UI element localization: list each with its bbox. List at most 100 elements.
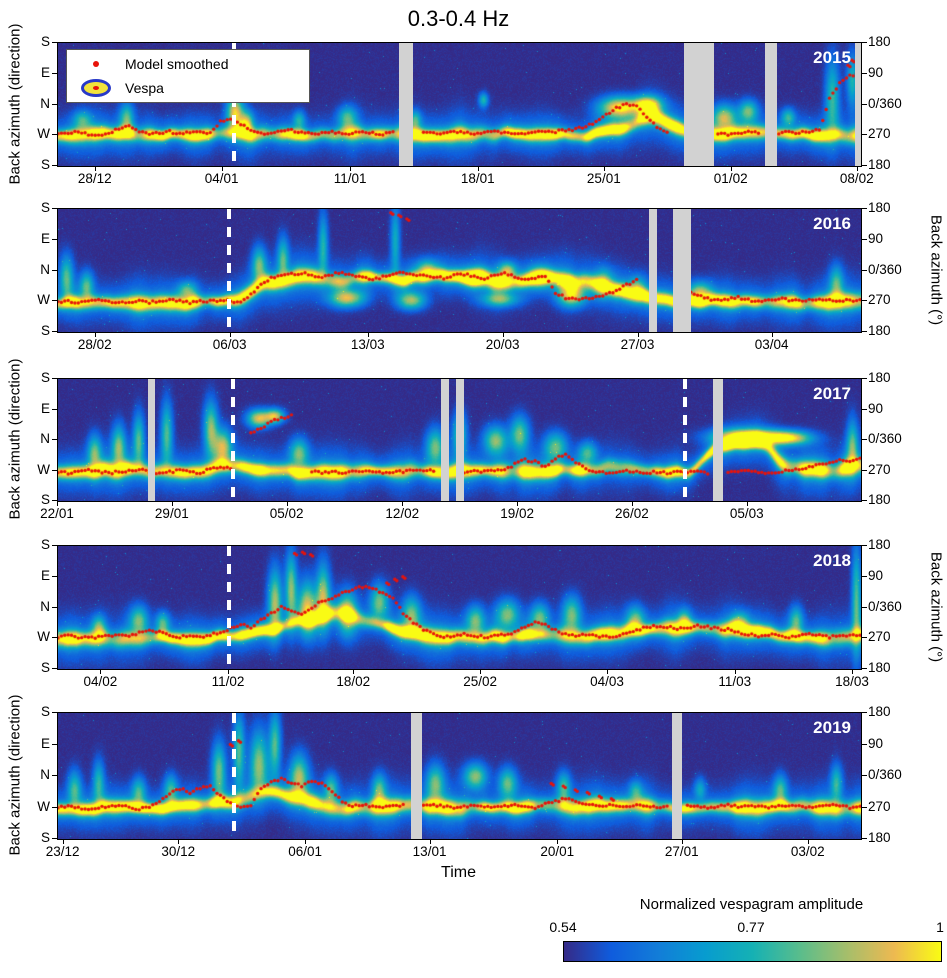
figure-title: 0.3-0.4 Hz	[407, 6, 510, 31]
tick-mark	[862, 208, 867, 209]
y-tick-label-left: N	[40, 95, 50, 111]
tick-mark	[52, 378, 57, 379]
y-tick-label-right: 270	[868, 629, 891, 645]
y-tick-label-right: 0/360	[868, 767, 902, 782]
y-tick-label-left: E	[40, 735, 50, 751]
tick-mark	[287, 502, 288, 506]
tick-mark	[862, 744, 867, 745]
y-tick-label-left: S	[40, 157, 50, 172]
tick-mark	[852, 670, 853, 674]
tick-mark	[52, 165, 57, 166]
y-tick-label-right: 180	[868, 34, 891, 49]
x-tick-label: 18/01	[460, 171, 495, 186]
tick-mark	[52, 607, 57, 608]
y-tick-label-left: S	[40, 323, 50, 338]
y-tick-label-left: S	[40, 370, 50, 385]
data-gap-bar	[673, 209, 691, 332]
tick-mark	[862, 42, 867, 43]
y-tick-label-left: S	[40, 492, 50, 507]
y-tick-label-right: 90	[868, 567, 884, 583]
x-tick-label: 30/12	[161, 844, 196, 859]
y-tick-label-right: 180	[868, 157, 891, 172]
y-tick-label-right: 180	[868, 704, 891, 719]
tick-mark	[862, 331, 867, 332]
tick-mark	[862, 775, 867, 776]
y-tick-label-left: W	[37, 629, 50, 645]
model-smoothed-dot-icon	[93, 61, 99, 67]
tick-mark	[222, 167, 223, 171]
y-tick-label-right: 90	[868, 735, 884, 751]
x-tick-label: 28/02	[77, 337, 112, 352]
tick-mark	[52, 712, 57, 713]
vespa-center-dot-icon	[93, 86, 99, 90]
tick-mark	[862, 545, 867, 546]
data-gap-bar	[398, 43, 413, 166]
data-gap-bar	[765, 43, 777, 166]
model-start-dashed-line	[227, 209, 232, 332]
tick-mark	[52, 331, 57, 332]
heatmap-canvas-2018	[58, 546, 861, 669]
tick-mark	[862, 409, 867, 410]
data-gap-bar	[147, 379, 155, 501]
y-tick-label-left: N	[40, 431, 50, 446]
tick-mark	[52, 239, 57, 240]
tick-mark	[402, 502, 403, 506]
legend-label-vespa: Vespa	[125, 80, 164, 96]
x-tick-label: 23/12	[45, 844, 80, 859]
x-tick-label: 04/02	[83, 674, 118, 689]
y-tick-label-left: S	[40, 830, 50, 845]
y-tick-label-left: N	[40, 261, 50, 277]
tick-mark	[772, 333, 773, 337]
x-tick-label: 28/12	[77, 171, 112, 186]
vespagram-panel-2019: 2019 S 180 E 90 N 0/360 W 270 S 180 23/12 30/12 06/01…	[0, 704, 947, 872]
colorbar-tick-min: 0.54	[549, 919, 577, 935]
x-tick-label: 26/02	[615, 506, 649, 521]
legend-icon-cell	[67, 61, 125, 67]
tick-mark	[52, 545, 57, 546]
tick-mark	[604, 167, 605, 171]
x-tick-label: 18/03	[835, 674, 869, 689]
x-tick-label: 13/01	[412, 844, 447, 859]
tick-mark	[517, 502, 518, 506]
x-tick-label: 13/03	[350, 337, 385, 352]
tick-mark	[52, 637, 57, 638]
y-tick-label-right: 180	[868, 323, 891, 338]
y-tick-label-left: W	[37, 798, 50, 814]
y-tick-label-right: 180	[868, 830, 891, 845]
tick-mark	[172, 502, 173, 506]
tick-mark	[731, 167, 732, 171]
tick-mark	[305, 840, 306, 844]
tick-mark	[52, 807, 57, 808]
model-start-dashed-line	[231, 43, 236, 166]
tick-mark	[862, 838, 867, 839]
y-tick-label-right: 180	[868, 370, 891, 385]
tick-mark	[557, 840, 558, 844]
y-tick-label-left: N	[40, 767, 50, 782]
y-tick-label-right: 270	[868, 126, 891, 142]
vespagram-panel-2017: 2017 S 180 E 90 N 0/360 W 270 S 180 22/01 29/01 05/02…	[0, 370, 947, 534]
y-tick-label-right: 0/360	[868, 95, 902, 111]
tick-mark	[747, 502, 748, 506]
y-tick-label-left: N	[40, 598, 50, 614]
data-gap-bar	[855, 43, 861, 166]
tick-mark	[862, 270, 867, 271]
legend-row-vespa: Vespa	[67, 78, 309, 99]
data-gap-bar	[683, 43, 714, 166]
tick-mark	[368, 333, 369, 337]
x-tick-label: 03/02	[790, 844, 825, 859]
tick-mark	[735, 670, 736, 674]
x-tick-label: 12/02	[385, 506, 420, 521]
x-tick-label: 22/01	[40, 506, 74, 521]
year-label: 2016	[813, 214, 851, 233]
tick-mark	[52, 270, 57, 271]
model-start-dashed-line	[231, 379, 236, 501]
tick-mark	[862, 607, 867, 608]
tick-mark	[228, 670, 229, 674]
x-tick-label: 11/03	[718, 674, 752, 689]
tick-mark	[230, 333, 231, 337]
tick-mark	[862, 807, 867, 808]
vespagram-panel-2016: 2016 S 180 E 90 N 0/360 W 270 S 180 28/02 06/03 13/03…	[0, 200, 947, 365]
tick-mark	[862, 300, 867, 301]
y-tick-label-left: E	[40, 230, 50, 246]
